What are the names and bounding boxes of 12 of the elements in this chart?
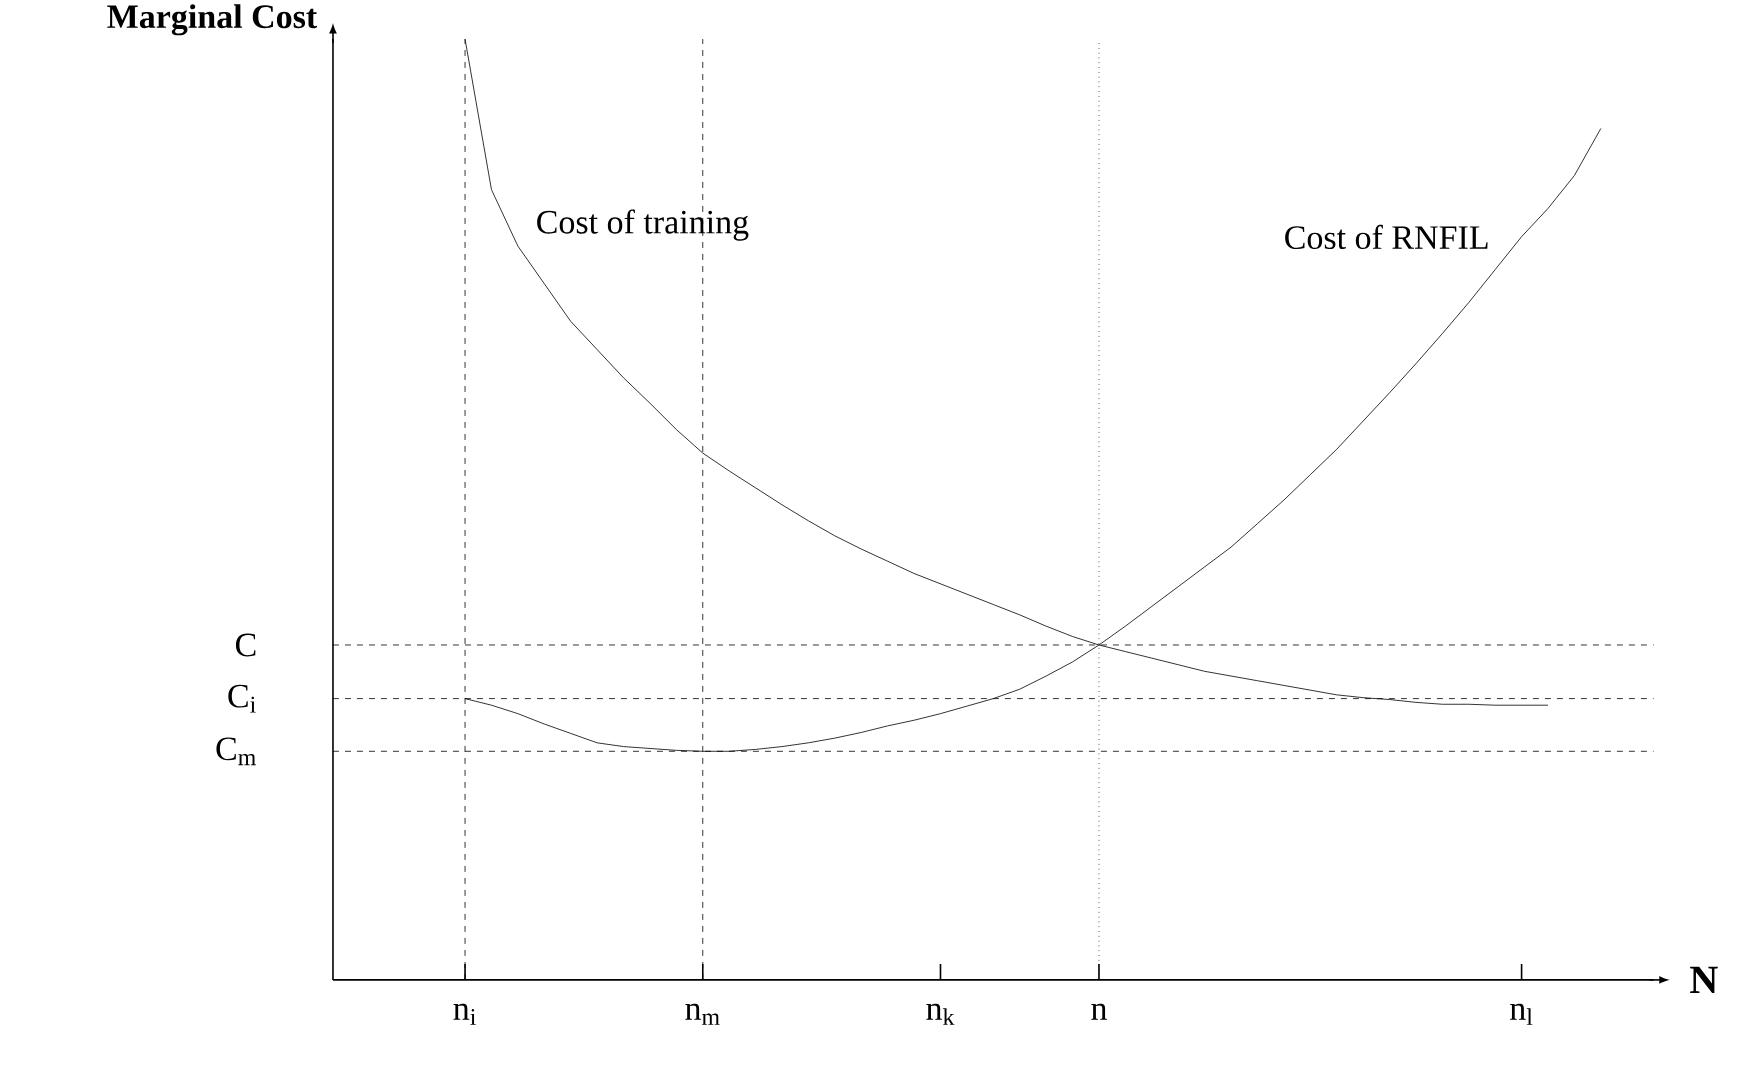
x-tick-label: n: [1091, 1003, 1107, 1020]
x-tick-label: n$_{k}$: [926, 1003, 955, 1026]
ref-line-label: C$_{m}$: [216, 737, 256, 766]
series-label: Cost of RNFIL: [1285, 224, 1488, 250]
x-tick-label: n$_{m}$: [685, 1003, 720, 1026]
y-axis-title: Marginal Cost: [107, 4, 318, 36]
x-tick-label: n$_{i}$: [453, 1003, 476, 1026]
series-label: Cost of training: [537, 209, 749, 241]
x-tick-label: n$_{l}$: [1510, 1003, 1533, 1026]
ref-line-label: C$_{i}$: [228, 684, 256, 713]
ref-line-label: C: [235, 633, 256, 657]
x-axis-title: N: [1690, 966, 1718, 994]
